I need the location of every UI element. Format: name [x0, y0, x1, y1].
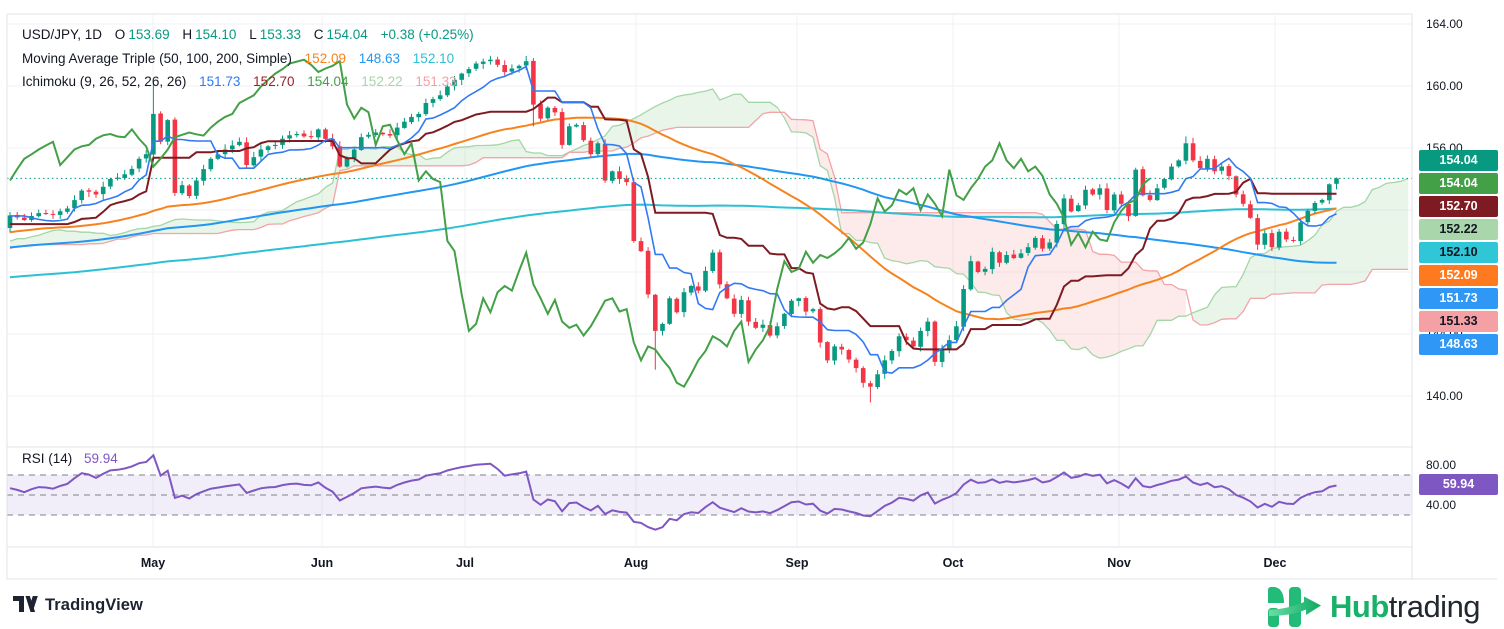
panel-frames	[6, 13, 1497, 580]
month-label[interactable]: Sep	[785, 556, 809, 570]
legend-symbol-row[interactable]: USD/JPY, 1D O 153.69 H 154.10 L 153.33 C 154…	[22, 23, 474, 47]
ma200-value: 152.10	[412, 50, 455, 66]
month-label[interactable]: Jul	[455, 556, 475, 570]
price-axis-badge: 152.09	[1419, 265, 1498, 286]
price-axis-badge: 151.33	[1419, 311, 1498, 332]
candlesticks	[7, 55, 1339, 403]
month-label[interactable]: Aug	[623, 556, 649, 570]
brand-rest: trading	[1388, 589, 1481, 624]
open-value: 153.69	[128, 27, 170, 42]
month-label[interactable]: Jun	[310, 556, 334, 570]
sma-100-line	[9, 152, 1337, 264]
ma-label: Moving Average Triple (50, 100, 200, Sim…	[22, 50, 292, 66]
rsi-panel[interactable]	[7, 453, 1412, 531]
month-label[interactable]: Oct	[942, 556, 964, 570]
tradingview-attribution[interactable]: TradingView	[13, 595, 143, 616]
lagging-value: 154.04	[307, 74, 349, 89]
high-label: H	[182, 27, 193, 42]
tradingview-label: TradingView	[45, 596, 143, 614]
rsi-label: RSI (14)	[22, 451, 73, 466]
hubtrading-icon	[1268, 587, 1321, 627]
lead-a-value: 152.22	[361, 74, 403, 89]
price-axis-badge: 152.70	[1419, 196, 1498, 217]
chikou-line	[9, 58, 1151, 389]
rsi-tick-label: 80.00	[1426, 458, 1457, 472]
price-tick-label: 140.00	[1426, 389, 1463, 403]
price-axis-badge: 152.22	[1419, 219, 1498, 240]
price-axis-badge: 154.04	[1419, 173, 1498, 194]
low-label: L	[249, 27, 257, 42]
close-value: 154.04	[326, 27, 368, 42]
legend: USD/JPY, 1D O 153.69 H 154.10 L 153.33 C 154…	[22, 23, 474, 94]
close-label: C	[313, 27, 324, 42]
rsi-axis-badge: 59.94	[1419, 474, 1498, 495]
legend-ma-row[interactable]: Moving Average Triple (50, 100, 200, Sim…	[22, 47, 474, 71]
brand-bold: Hub	[1330, 589, 1389, 624]
high-value: 154.10	[195, 27, 237, 42]
price-axis-badge: 148.63	[1419, 334, 1498, 355]
low-value: 153.33	[259, 27, 301, 42]
tradingview-icon	[13, 596, 38, 612]
price-axis-badge: 154.04	[1419, 150, 1498, 171]
month-label[interactable]: Dec	[1263, 556, 1287, 570]
change-value: +0.38 (+0.25%)	[380, 27, 474, 42]
rsi-tick-label: 40.00	[1426, 498, 1457, 512]
rsi-legend[interactable]: RSI (14) 59.94	[22, 451, 118, 466]
price-tick-label: 160.00	[1426, 79, 1463, 93]
price-panel[interactable]	[7, 55, 1412, 403]
ma100-value: 148.63	[358, 50, 401, 66]
sma-50-line	[9, 116, 1337, 321]
kijun-line	[10, 96, 1337, 351]
hubtrading-logo[interactable]: Hubtrading	[1266, 585, 1481, 629]
hubtrading-label: Hubtrading	[1330, 589, 1481, 625]
price-tick-label: 164.00	[1426, 17, 1463, 31]
rsi-value: 59.94	[84, 451, 118, 466]
legend-ichimoku-row[interactable]: Ichimoku (9, 26, 52, 26, 26) 151.73 152.…	[22, 70, 474, 94]
ichimoku-label: Ichimoku (9, 26, 52, 26, 26)	[22, 74, 187, 89]
price-axis-badge: 152.10	[1419, 242, 1498, 263]
kijun-value: 152.70	[253, 74, 295, 89]
lead-b-value: 151.33	[415, 74, 457, 89]
time-axis[interactable]	[7, 547, 1412, 579]
rsi-line	[9, 453, 1337, 531]
open-label: O	[114, 27, 126, 42]
symbol-title: USD/JPY, 1D	[22, 27, 103, 42]
tenkan-value: 151.73	[199, 74, 241, 89]
ma50-value: 152.09	[304, 50, 346, 66]
month-label[interactable]: Nov	[1107, 556, 1131, 570]
price-axis-badge: 151.73	[1419, 288, 1498, 309]
month-label[interactable]: May	[140, 556, 166, 570]
tenkan-line	[10, 65, 1337, 375]
